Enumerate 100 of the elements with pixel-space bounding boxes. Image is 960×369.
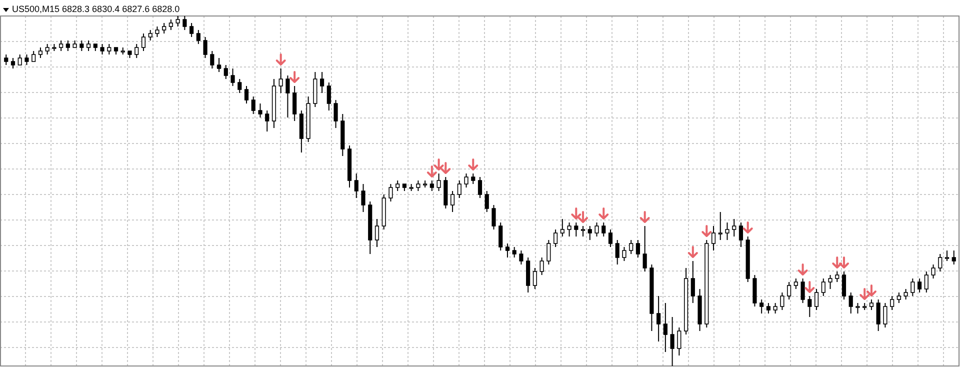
candlestick [141,33,146,52]
candlestick [148,30,152,41]
candlestick [787,282,792,300]
candlestick [622,246,626,262]
candlestick [176,16,180,27]
candlestick [856,302,860,314]
candlestick [505,243,510,258]
candlestick [690,260,695,304]
candlestick [388,184,393,202]
candlestick [608,229,613,248]
candlestick [18,54,22,66]
candlestick [86,40,91,52]
candlestick [602,222,606,237]
candlestick [182,16,187,30]
candlestick [320,72,324,94]
candlestick [594,222,599,237]
candlestick [100,44,104,55]
candlestick [738,222,744,248]
candlestick [642,226,647,272]
candlestick [952,250,956,265]
candlestick [896,292,901,304]
candlestick [567,222,572,237]
candlestick [361,184,366,212]
candlestick [278,68,283,94]
candlestick [464,173,468,188]
candlestick [656,296,661,342]
candlestick [821,278,826,296]
candlestick [326,82,331,111]
candlestick [554,229,558,248]
candlestick [560,218,564,237]
candlestick [917,278,922,293]
candlestick [848,292,853,314]
candlestick [210,50,214,69]
candlestick [80,40,84,52]
candlestick [828,274,832,290]
candlestick [904,288,908,300]
candlestick [196,30,200,44]
candlestick [498,222,503,251]
candlestick [512,246,516,258]
candlestick [478,176,482,198]
candlestick [396,180,400,192]
candlestick [924,271,928,293]
candlestick [190,22,194,38]
candlestick [944,250,950,262]
candlestick [492,204,496,230]
candlestick [732,218,736,237]
candlestick [38,47,43,58]
candlestick [677,327,682,356]
candlestick [24,54,29,66]
candlestick [251,96,256,114]
candlestick [134,44,139,58]
candlestick [416,180,420,192]
candlestick [663,302,668,352]
candlestick [629,240,634,254]
candlestick [718,212,722,240]
candlestick [876,299,880,332]
candlestick [4,54,8,66]
candlestick [519,250,524,265]
candlestick [574,222,578,237]
candlestick [484,190,489,212]
candlestick [10,58,16,69]
candlestick [258,103,262,118]
candlestick [155,26,160,38]
candlestick [540,257,544,276]
candlestick [32,50,36,62]
candlestick [430,180,434,192]
candlestick [230,68,235,86]
candlestick [938,254,942,272]
candlestick [910,278,915,296]
candlestick [773,302,778,314]
candlestick [588,226,592,240]
candlestick [780,292,784,310]
candlestick [794,278,798,290]
candlestick [45,44,50,55]
candlestick [334,100,338,128]
candlestick [203,36,208,58]
candlestick [711,226,716,251]
candlestick [546,240,551,265]
candlestick [869,299,874,310]
candlestick [532,268,537,290]
candlestick [615,240,620,265]
candlestick [883,302,888,328]
candlestick [59,40,64,52]
candlestick [265,110,270,132]
candlestick [244,86,249,104]
candlestick [808,296,812,318]
candlestick [168,19,173,30]
candlestick [766,302,770,314]
candlestick [835,271,840,282]
candlestick [471,173,476,184]
candlestick [354,173,358,198]
candlestick [162,22,166,34]
candlestick [457,180,462,198]
candlestick [292,86,297,122]
candlestick [814,288,819,310]
candlestick [890,296,894,310]
candlestick [238,78,242,94]
candlestick [450,190,455,212]
candlestick [842,271,846,300]
candlestick [760,299,764,314]
